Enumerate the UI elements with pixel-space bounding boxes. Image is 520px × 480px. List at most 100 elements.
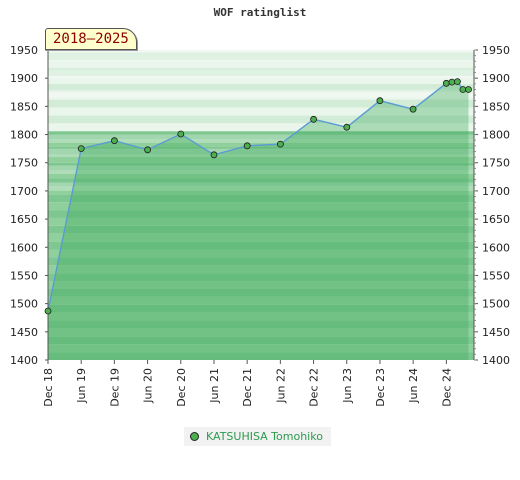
background-band bbox=[48, 328, 474, 337]
background-band bbox=[48, 52, 474, 61]
y-tick-label-left: 1700 bbox=[10, 185, 38, 198]
legend-label: KATSUHISA Tomohiko bbox=[206, 430, 323, 443]
y-tick-label-left: 1400 bbox=[10, 354, 38, 367]
data-point bbox=[44, 307, 52, 315]
background-band bbox=[48, 107, 474, 116]
background-band bbox=[48, 170, 474, 179]
background-band-highlight bbox=[48, 69, 474, 79]
background-band-highlight bbox=[48, 182, 474, 191]
background-band-highlight bbox=[48, 134, 474, 143]
legend[interactable]: KATSUHISA Tomohiko bbox=[184, 427, 331, 446]
data-point bbox=[310, 115, 318, 123]
background-band bbox=[48, 131, 474, 140]
data-point bbox=[442, 79, 450, 87]
background-band bbox=[48, 68, 474, 76]
background-band bbox=[48, 162, 474, 171]
y-tick-label-right: 1500 bbox=[482, 298, 510, 311]
y-tick-label-left: 1450 bbox=[10, 326, 38, 339]
background-band bbox=[48, 154, 474, 163]
y-tick-label-right: 1800 bbox=[482, 129, 510, 142]
y-tick-label-right: 1950 bbox=[482, 44, 510, 57]
background-band bbox=[48, 194, 474, 203]
data-point bbox=[409, 105, 417, 113]
background-band bbox=[48, 75, 474, 84]
y-tick-label-left: 1900 bbox=[10, 72, 38, 85]
legend-marker-icon bbox=[190, 432, 199, 441]
background-band-highlight bbox=[48, 148, 474, 158]
background-band bbox=[48, 202, 474, 211]
background-band bbox=[48, 249, 474, 258]
y-tick-label-right: 1650 bbox=[482, 213, 510, 226]
background-band bbox=[48, 83, 474, 92]
data-point bbox=[177, 130, 185, 138]
data-point bbox=[77, 145, 85, 153]
background-band bbox=[48, 60, 474, 69]
y-tick-label-left: 1600 bbox=[10, 241, 38, 254]
x-tick-label: Jun 22 bbox=[274, 368, 287, 404]
x-tick-label: Dec 23 bbox=[374, 368, 387, 407]
background-band bbox=[48, 352, 474, 360]
x-tick-label: Jun 19 bbox=[75, 368, 88, 404]
background-band bbox=[48, 50, 474, 53]
y-tick-label-left: 1750 bbox=[10, 157, 38, 170]
background-band bbox=[48, 217, 474, 226]
x-tick-label: Jun 23 bbox=[341, 368, 354, 404]
background-band bbox=[48, 344, 474, 353]
data-point bbox=[111, 137, 118, 145]
y-tick-label-left: 1650 bbox=[10, 213, 38, 226]
background-band bbox=[48, 265, 474, 274]
background-band bbox=[48, 115, 474, 124]
background-band bbox=[48, 123, 474, 132]
background-band-highlight bbox=[48, 165, 474, 174]
background-band bbox=[48, 336, 474, 345]
data-point bbox=[448, 78, 456, 86]
x-tick-label: Jun 24 bbox=[407, 368, 420, 404]
background-band bbox=[48, 288, 474, 297]
background-band bbox=[48, 257, 474, 266]
x-tick-label: Dec 18 bbox=[42, 368, 55, 407]
y-tick-label-right: 1600 bbox=[482, 241, 510, 254]
data-point bbox=[343, 123, 351, 131]
x-tick-label: Jun 21 bbox=[208, 368, 221, 404]
background-band bbox=[48, 178, 474, 187]
background-band bbox=[48, 225, 474, 234]
x-tick-label: Dec 24 bbox=[440, 368, 453, 407]
y-tick-label-left: 1500 bbox=[10, 298, 38, 311]
data-point bbox=[459, 86, 467, 93]
background-band bbox=[48, 304, 474, 313]
y-tick-label-right: 1750 bbox=[482, 157, 510, 170]
background-band bbox=[48, 296, 474, 305]
y-tick-label-right: 1550 bbox=[482, 269, 510, 282]
background-band bbox=[48, 210, 474, 218]
background-band bbox=[48, 233, 474, 242]
y-tick-label-left: 1850 bbox=[10, 100, 38, 113]
y-tick-label-right: 1450 bbox=[482, 326, 510, 339]
data-point bbox=[276, 140, 284, 148]
background-band bbox=[48, 139, 474, 147]
data-point bbox=[243, 142, 251, 150]
y-tick-label-left: 1800 bbox=[10, 129, 38, 142]
chart-title: WOF ratinglist bbox=[213, 6, 307, 19]
data-point bbox=[465, 86, 472, 93]
background-band bbox=[48, 146, 474, 155]
background-band bbox=[48, 91, 474, 100]
background-band bbox=[48, 186, 474, 195]
background-band bbox=[48, 281, 474, 289]
background-band bbox=[48, 320, 474, 329]
y-tick-label-right: 1700 bbox=[482, 185, 510, 198]
y-tick-label-right: 1400 bbox=[482, 354, 510, 367]
y-tick-label-right: 1900 bbox=[482, 72, 510, 85]
x-tick-label: Dec 22 bbox=[308, 368, 321, 407]
y-tick-label-left: 1550 bbox=[10, 269, 38, 282]
background-band bbox=[48, 99, 474, 108]
x-tick-label: Dec 20 bbox=[175, 368, 188, 407]
background-band bbox=[48, 273, 474, 282]
x-tick-label: Dec 21 bbox=[241, 368, 254, 407]
background-band bbox=[48, 312, 474, 321]
data-point bbox=[453, 78, 461, 85]
data-point bbox=[376, 97, 384, 105]
background-band-highlight bbox=[48, 89, 474, 98]
x-tick-label: Jun 20 bbox=[142, 368, 155, 404]
data-point bbox=[144, 146, 152, 154]
series-area bbox=[48, 81, 469, 360]
